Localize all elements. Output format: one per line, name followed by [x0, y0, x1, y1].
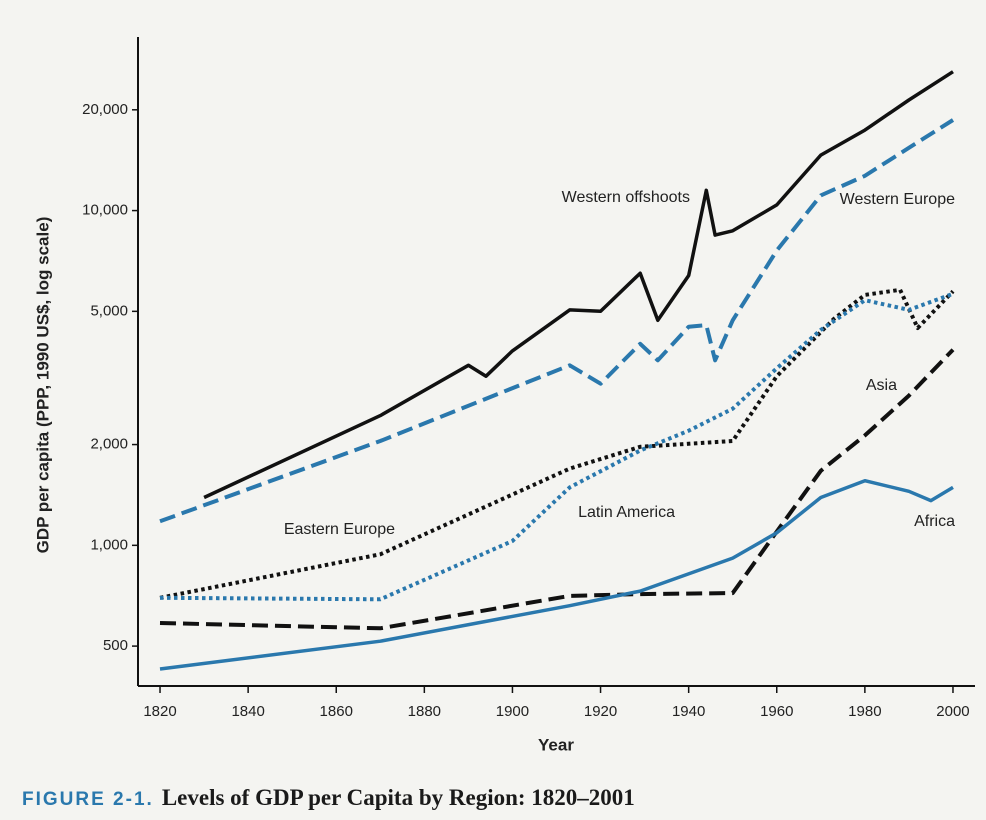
series-label: Western Europe: [840, 191, 955, 208]
x-tick-label: 1880: [408, 703, 441, 720]
x-tick-label: 1840: [231, 703, 264, 720]
series-label: Asia: [866, 377, 897, 394]
series-line: [159, 118, 955, 524]
y-tick-label: 5,000: [90, 302, 128, 319]
series-label: Africa: [914, 513, 955, 530]
x-tick-label: 1960: [760, 703, 793, 720]
x-tick-label: 1980: [848, 703, 881, 720]
y-tick-label: 20,000: [82, 101, 128, 118]
x-tick-label: 1920: [584, 703, 617, 720]
series-label: Latin America: [578, 504, 675, 521]
caption-title: Levels of GDP per Capita by Region: 1820…: [162, 785, 635, 810]
series-line: [203, 70, 954, 500]
y-tick-label: 500: [103, 637, 128, 654]
caption: FIGURE 2-1. Levels of GDP per Capita by R…: [22, 785, 635, 810]
x-tick-label: 1820: [143, 703, 176, 720]
y-axis-title: GDP per capita (PPP, 1990 US$, log scale…: [33, 217, 52, 554]
x-tick-label: 1860: [320, 703, 353, 720]
x-axis-title: Year: [538, 735, 574, 754]
series-line: [159, 348, 955, 631]
x-tick-label: 1900: [496, 703, 529, 720]
series-label: Western offshoots: [562, 189, 690, 206]
y-tick-label: 1,000: [90, 536, 128, 553]
y-tick-label: 2,000: [90, 436, 128, 453]
caption-figure: FIGURE 2-1.: [22, 789, 154, 810]
y-tick-label: 10,000: [82, 202, 128, 219]
series-label: Eastern Europe: [284, 521, 395, 538]
x-tick-label: 1940: [672, 703, 705, 720]
series-line: [159, 291, 954, 602]
x-tick-label: 2000: [936, 703, 969, 720]
series-line: [159, 478, 954, 671]
series-line: [159, 287, 955, 600]
